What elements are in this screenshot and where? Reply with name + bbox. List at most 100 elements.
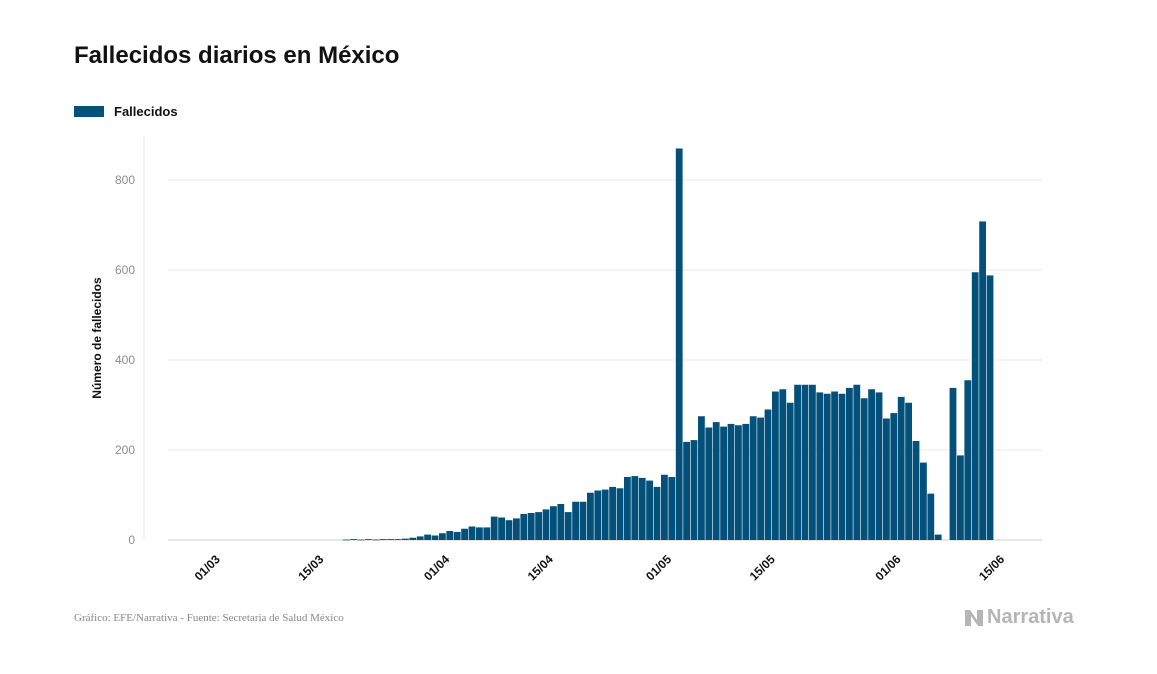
bar <box>424 534 431 540</box>
bar <box>579 501 587 540</box>
bar <box>624 477 631 540</box>
bar <box>483 527 491 540</box>
bar <box>357 539 365 541</box>
bar <box>609 486 616 540</box>
bar <box>890 413 898 540</box>
bar <box>698 416 705 540</box>
bar <box>520 513 528 540</box>
bar <box>550 506 557 540</box>
bar <box>986 275 994 540</box>
bar <box>801 384 809 540</box>
bar <box>646 480 653 540</box>
bar <box>394 539 402 540</box>
y-tick-label: 800 <box>115 173 135 187</box>
bar <box>365 539 372 540</box>
bar <box>476 527 483 540</box>
bar <box>964 380 972 540</box>
brand-name: Narrativa <box>987 606 1074 628</box>
bar <box>727 423 735 540</box>
bar <box>379 539 387 540</box>
bar <box>764 409 772 540</box>
bar <box>402 538 409 540</box>
legend-label: Fallecidos <box>114 104 178 119</box>
x-tick-label: 15/06 <box>976 552 1007 583</box>
bar <box>735 425 742 540</box>
bar <box>757 417 764 540</box>
x-tick-label: 01/06 <box>872 552 903 583</box>
bar <box>616 488 624 540</box>
bar <box>342 539 350 541</box>
bar <box>653 486 661 540</box>
bar <box>838 393 846 540</box>
bar <box>912 441 920 540</box>
x-tick-label: 15/05 <box>747 552 778 583</box>
bar <box>786 402 794 540</box>
bar <box>779 389 787 540</box>
y-tick-label: 200 <box>115 443 135 457</box>
bar <box>387 539 394 540</box>
bar <box>461 528 468 540</box>
x-tick-label: 15/03 <box>295 552 326 583</box>
bar <box>690 440 698 540</box>
bar <box>416 536 424 540</box>
bar <box>868 389 875 540</box>
bar <box>712 422 720 540</box>
bar <box>527 513 535 540</box>
legend-swatch <box>74 106 104 117</box>
bar <box>971 272 979 540</box>
bar <box>831 391 838 540</box>
bar <box>920 462 927 540</box>
bar <box>564 512 572 540</box>
bar <box>749 416 757 540</box>
bar <box>431 535 439 540</box>
y-tick-label: 400 <box>115 353 135 367</box>
y-tick-label: 0 <box>128 533 135 547</box>
bar <box>905 402 912 540</box>
bar <box>468 526 476 540</box>
bar <box>875 392 883 540</box>
bar <box>705 427 713 540</box>
x-axis-ticks: 01/03 15/03 01/04 15/04 01/05 15/05 01/06 15/06 <box>192 552 1008 583</box>
bar <box>513 518 520 540</box>
bar <box>979 221 986 540</box>
bar <box>846 387 853 540</box>
bar <box>572 501 579 540</box>
bar <box>490 516 498 540</box>
bar <box>927 493 935 540</box>
bar <box>557 504 565 540</box>
bar <box>350 539 357 540</box>
bar <box>957 455 964 540</box>
bars <box>342 148 994 541</box>
bar <box>720 426 727 540</box>
x-tick-label: 01/04 <box>421 552 452 583</box>
x-tick-label: 15/04 <box>525 552 556 583</box>
source-note: Gráfico: EFE/Narrativa - Fuente: Secreta… <box>74 612 344 624</box>
bar <box>809 384 816 540</box>
bar <box>949 387 957 540</box>
bar <box>742 423 750 540</box>
bar <box>853 384 861 540</box>
bar <box>668 477 676 540</box>
bar <box>446 531 454 540</box>
x-tick-label: 01/03 <box>192 552 223 583</box>
x-tick-label: 01/05 <box>643 552 674 583</box>
y-tick-label: 600 <box>115 263 135 277</box>
brand-logo: Narrativa <box>964 606 1074 629</box>
bar <box>498 517 505 540</box>
bar <box>542 509 550 540</box>
bar <box>823 393 831 540</box>
bar <box>535 512 542 540</box>
bar <box>897 396 905 540</box>
bar <box>816 392 824 540</box>
bar <box>439 533 446 540</box>
bar <box>934 534 942 540</box>
y-axis-ticks: 0 200 400 600 800 <box>115 173 135 547</box>
bar <box>772 391 779 540</box>
bar <box>453 531 461 540</box>
y-axis-label: Número de fallecidos <box>90 277 104 399</box>
narrativa-logo-icon <box>965 609 983 626</box>
bar <box>661 474 668 540</box>
bar <box>594 490 602 540</box>
bar <box>587 492 594 540</box>
